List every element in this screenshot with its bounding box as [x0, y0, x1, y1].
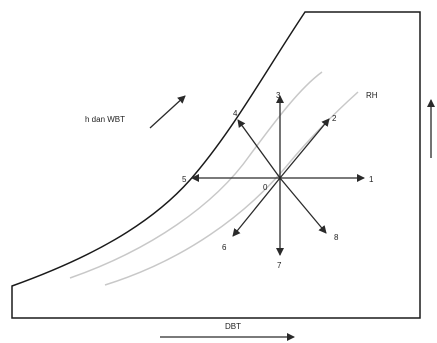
direction-label-8: 8 — [334, 233, 339, 242]
enthalpy-arrow — [149, 95, 186, 129]
rh-label: RH — [366, 91, 378, 100]
direction-label-7: 7 — [277, 261, 282, 270]
dbt-label: DBT — [225, 322, 241, 331]
direction-label-1: 1 — [369, 175, 374, 184]
enthalpy-label: h dan WBT — [85, 115, 125, 124]
direction-label-4: 4 — [233, 109, 238, 118]
origin-label: 0 — [263, 183, 268, 192]
process-arrow-8 — [279, 177, 327, 234]
process-arrow-2 — [279, 118, 330, 179]
direction-label-2: 2 — [332, 114, 337, 123]
direction-label-6: 6 — [222, 243, 227, 252]
direction-label-3: 3 — [276, 91, 281, 100]
direction-label-5: 5 — [182, 175, 187, 184]
process-arrow-4 — [237, 119, 281, 179]
rh-curve-1 — [69, 71, 323, 279]
rh-curve-2 — [104, 91, 359, 286]
process-arrow-6 — [232, 177, 281, 237]
saturation-curve — [11, 11, 421, 319]
